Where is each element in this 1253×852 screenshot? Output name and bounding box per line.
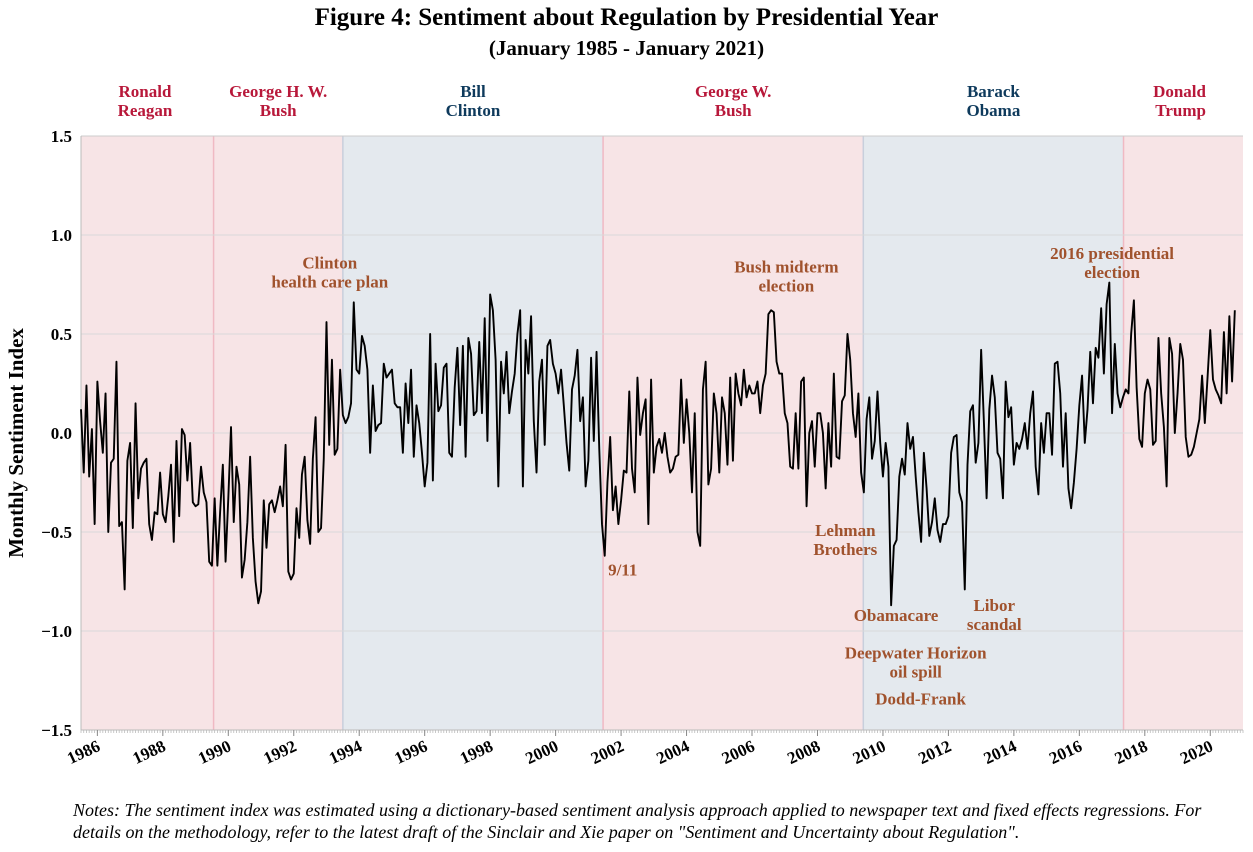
x-tick-label: 1986 — [64, 736, 103, 768]
president-label: George H. W. Bush — [229, 82, 327, 120]
event-annotation: Libor scandal — [967, 596, 1022, 634]
y-tick-label: 0.0 — [51, 424, 72, 443]
sentiment-series-line — [80, 281, 1236, 607]
president-label: Barack Obama — [966, 82, 1020, 120]
y-tick-label: −1.0 — [41, 622, 72, 641]
y-tick-label: −1.5 — [41, 721, 72, 740]
x-tick-label: 1990 — [195, 736, 234, 768]
y-axis-label: Monthly Sentiment Index — [4, 328, 28, 558]
event-annotation: Bush midterm election — [734, 258, 838, 296]
chart-subtitle: (January 1985 - January 2021) — [488, 36, 765, 60]
x-tick-label: 2020 — [1177, 736, 1216, 768]
event-annotation: 2016 presidential election — [1050, 244, 1174, 282]
chart-title: Figure 4: Sentiment about Regulation by … — [314, 4, 939, 31]
x-tick-label: 2018 — [1112, 736, 1151, 768]
x-tick-label: 2000 — [522, 736, 561, 768]
president-label: Bill Clinton — [446, 82, 501, 120]
president-label: Donald Trump — [1153, 82, 1206, 120]
x-tick-label: 1988 — [130, 736, 169, 768]
event-annotation: 9/11 — [608, 561, 637, 580]
x-tick-label: 1996 — [392, 736, 431, 768]
x-tick-label: 2006 — [719, 736, 758, 768]
footnote: Notes: The sentiment index was estimated… — [73, 800, 1202, 842]
y-tick-label: −0.5 — [41, 523, 72, 542]
president-label: George W. Bush — [695, 82, 772, 120]
y-tick-label: 1.0 — [51, 226, 72, 245]
x-tick-label: 1992 — [261, 736, 300, 768]
x-tick-label: 2008 — [784, 736, 823, 768]
event-annotation: Deepwater Horizon oil spill — [845, 644, 987, 682]
president-label: Ronald Reagan — [118, 82, 173, 120]
x-tick-label: 2014 — [981, 736, 1020, 768]
x-tick-label: 1994 — [326, 736, 365, 768]
x-tick-label: 2012 — [915, 736, 954, 768]
y-tick-label: 0.5 — [51, 325, 72, 344]
x-tick-label: 1998 — [457, 736, 496, 768]
x-tick-label: 2016 — [1046, 736, 1085, 768]
event-annotation: Dodd-Frank — [875, 689, 966, 708]
x-tick-label: 2004 — [653, 736, 692, 768]
y-tick-label: 1.5 — [51, 127, 72, 146]
x-tick-label: 2010 — [850, 736, 889, 768]
event-annotation: Clinton health care plan — [271, 254, 388, 292]
x-tick-label: 2002 — [588, 736, 627, 768]
event-annotation: Lehman Brothers — [813, 521, 877, 559]
event-annotation: Obamacare — [854, 606, 939, 625]
